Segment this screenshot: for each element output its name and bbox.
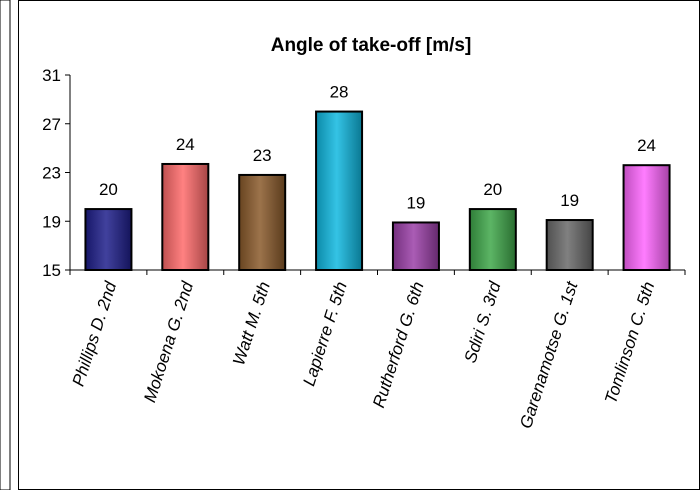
y-tick-label: 31 [42, 66, 61, 85]
y-tick-label: 27 [42, 115, 61, 134]
data-label: 23 [253, 146, 272, 165]
bar [622, 164, 671, 271]
data-label: 20 [99, 180, 118, 199]
left-page-edge [0, 0, 11, 490]
bar [161, 162, 210, 271]
y-tick-label: 23 [42, 164, 61, 183]
data-label: 24 [176, 135, 195, 154]
chart-title: Angle of take-off [m/s] [271, 35, 472, 56]
bar [238, 173, 287, 271]
bar [468, 208, 517, 271]
bar [545, 219, 594, 271]
data-label: 19 [560, 191, 579, 210]
data-label: 28 [330, 83, 349, 102]
bar [315, 110, 364, 271]
y-tick-label: 19 [42, 212, 61, 231]
bar [84, 208, 133, 271]
bar [391, 221, 440, 271]
data-label: 19 [406, 193, 425, 212]
data-label: 24 [637, 136, 656, 155]
y-tick-label: 15 [42, 261, 61, 280]
data-label: 20 [483, 180, 502, 199]
